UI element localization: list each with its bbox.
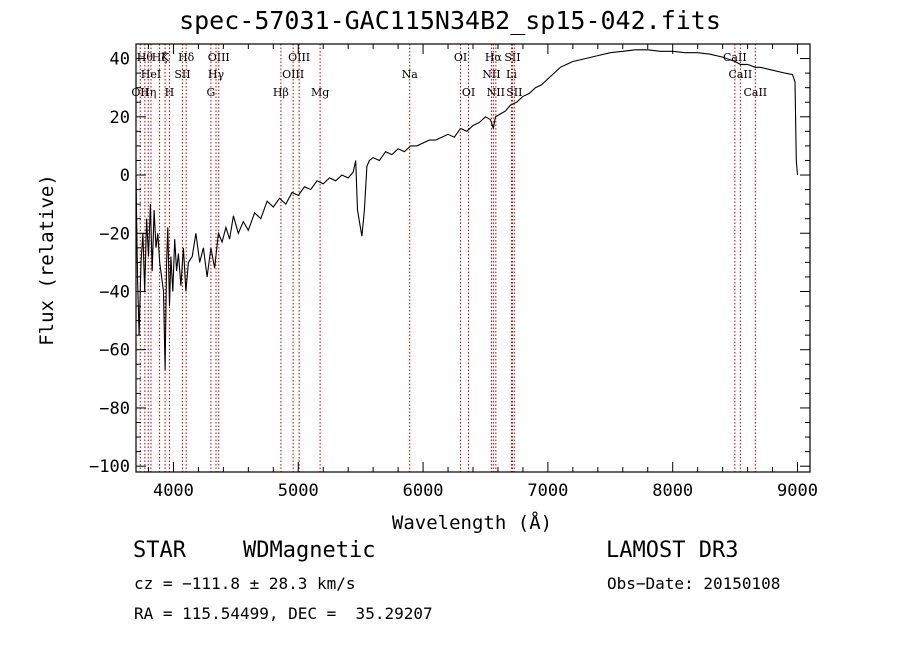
spectrum-line bbox=[135, 49, 799, 371]
x-tick-label: 6000 bbox=[403, 481, 444, 501]
x-tick-label: 4000 bbox=[153, 481, 194, 501]
y-tick-label: 40 bbox=[110, 50, 130, 70]
x-tick-label: 8000 bbox=[652, 481, 693, 501]
y-tick-label: 0 bbox=[120, 166, 130, 186]
x-axis-label: Wavelength (Å) bbox=[392, 511, 552, 534]
line-marker-label: CaII bbox=[723, 51, 747, 64]
line-marker-label: Mg bbox=[311, 86, 329, 99]
line-marker-label: HeI bbox=[141, 68, 161, 81]
line-marker-label: Na bbox=[402, 68, 419, 81]
object-class: STAR bbox=[133, 538, 186, 563]
y-tick-label: −100 bbox=[89, 457, 130, 477]
line-marker-label: K bbox=[161, 51, 170, 64]
line-marker-label: Hδ bbox=[178, 51, 195, 64]
line-marker-label: Hθ bbox=[137, 51, 154, 64]
line-marker-label: Hζ bbox=[152, 51, 168, 64]
x-tick-label: 9000 bbox=[777, 481, 818, 501]
line-marker-label: Hα bbox=[485, 51, 503, 64]
x-tick-label: 7000 bbox=[527, 481, 568, 501]
line-marker-label: OIII bbox=[282, 68, 304, 81]
line-marker-label: NII bbox=[487, 86, 505, 99]
line-marker-label: Hβ bbox=[273, 86, 289, 99]
axis-ticks: 4000 5000 6000 7000 8000 9000 −100 −80 −60 −40 −20… bbox=[89, 44, 818, 501]
line-marker-label: CaII bbox=[743, 86, 767, 99]
line-marker-label: G bbox=[206, 86, 215, 99]
line-marker-label: NII bbox=[482, 68, 500, 81]
line-marker-label: Li bbox=[506, 68, 517, 81]
y-tick-label: 20 bbox=[110, 108, 130, 128]
line-marker-label: Hγ bbox=[208, 68, 225, 81]
chart-title: spec-57031-GAC115N34B2_sp15-042.fits bbox=[179, 6, 721, 35]
y-tick-label: −20 bbox=[99, 224, 130, 244]
line-marker-label: H bbox=[165, 86, 175, 99]
coordinates: RA = 115.54499, DEC = 35.29207 bbox=[134, 604, 433, 623]
observation-date: Obs−Date: 20150108 bbox=[607, 574, 781, 593]
line-marker-label: SII bbox=[504, 51, 520, 64]
line-marker-label: OIII bbox=[208, 51, 230, 64]
x-tick-label: 5000 bbox=[278, 481, 319, 501]
y-tick-label: −80 bbox=[99, 399, 130, 419]
redshift-velocity: cz = −111.8 ± 28.3 km/s bbox=[134, 574, 356, 593]
line-marker-label: OI bbox=[462, 86, 475, 99]
y-axis-label: Flux (relative) bbox=[36, 174, 58, 346]
line-markers: OIIHθHηHeIHζKHSIIHδGHγOIIIHβOIIIOIIIMgNa… bbox=[131, 44, 767, 472]
y-tick-label: −40 bbox=[99, 282, 130, 302]
plot-frame bbox=[135, 43, 811, 473]
line-marker-label: OI bbox=[454, 51, 467, 64]
object-subclass: WDMagnetic bbox=[243, 538, 376, 563]
line-marker-label: CaII bbox=[729, 68, 753, 81]
line-marker-label: SII bbox=[174, 68, 190, 81]
y-tick-label: −60 bbox=[99, 341, 130, 361]
line-marker-label: Hη bbox=[140, 86, 156, 99]
line-marker-label: OIII bbox=[288, 51, 310, 64]
line-marker-label: SII bbox=[506, 86, 522, 99]
survey-name: LAMOST DR3 bbox=[606, 538, 739, 563]
